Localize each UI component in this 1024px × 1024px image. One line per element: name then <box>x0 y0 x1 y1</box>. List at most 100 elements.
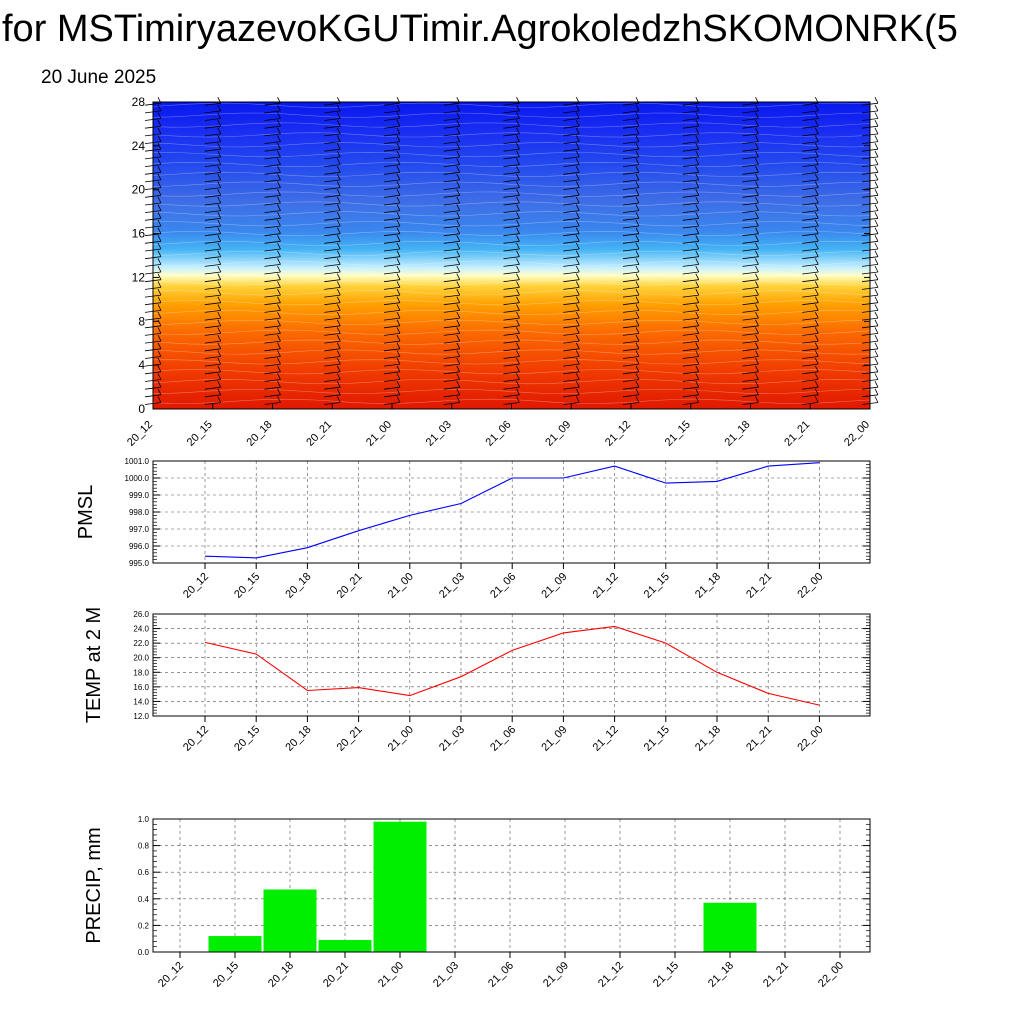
wind-barb <box>563 258 580 267</box>
wind-barb <box>563 166 580 175</box>
contour-line <box>152 112 871 118</box>
wind-barb <box>563 304 580 313</box>
wind-barb <box>622 388 640 398</box>
wind-barb <box>204 265 222 275</box>
wind-barb <box>443 242 461 252</box>
wind-barb <box>443 342 461 352</box>
wind-barb <box>503 265 520 275</box>
wind-barb <box>682 227 700 237</box>
wind-barb <box>264 357 281 367</box>
wind-barb <box>264 112 281 121</box>
wind-barb <box>622 265 640 275</box>
wind-barb <box>802 173 819 183</box>
x-tick-label: 21_03 <box>431 960 461 990</box>
wind-barb <box>324 120 341 129</box>
wind-barb <box>503 112 520 121</box>
wind-barb <box>264 227 281 237</box>
x-tick-label: 21_18 <box>706 960 736 990</box>
wind-barb <box>742 235 759 244</box>
contour-line <box>152 122 871 128</box>
wind-barb <box>682 373 700 382</box>
wind-barb <box>443 288 461 298</box>
wind-barb <box>802 181 819 190</box>
wind-barb <box>563 196 580 206</box>
wind-barb <box>742 296 759 306</box>
wind-barb <box>503 204 520 213</box>
wind-barb <box>802 112 819 121</box>
y-tick-label: 0.6 <box>138 868 150 877</box>
contour-line <box>152 339 871 345</box>
wind-barb <box>204 357 222 367</box>
x-tick-label: 21_15 <box>651 960 681 990</box>
wind-barb <box>383 212 401 221</box>
wind-barb <box>742 319 759 329</box>
x-tick-label: 21_00 <box>364 419 394 449</box>
wind-barb <box>443 304 461 313</box>
wind-barb <box>682 235 700 244</box>
wind-barb <box>204 288 222 298</box>
wind-barb <box>802 388 819 398</box>
wind-barb <box>503 357 520 367</box>
wind-barb <box>563 265 580 275</box>
wind-barb <box>622 150 640 160</box>
wind-barb <box>383 381 401 390</box>
wind-barb <box>264 250 281 260</box>
wind-barb <box>324 381 341 390</box>
wind-barb <box>443 166 461 175</box>
wind-barb <box>563 381 580 390</box>
precip-panel: 0.0 0.2 0.4 0.6 0.8 1.0 20_12 20_15 20_18 20_21 21… <box>83 815 871 990</box>
x-tick-label: 21_21 <box>761 960 791 990</box>
wind-barb <box>383 258 401 267</box>
wind-barb <box>622 127 640 137</box>
wind-barb <box>622 212 640 221</box>
wind-barb <box>204 212 222 221</box>
precip-bar <box>318 940 372 952</box>
contour-line <box>152 201 871 207</box>
x-tick-label: 21_12 <box>591 724 621 754</box>
wind-barb <box>383 250 401 260</box>
wind-barb <box>503 127 520 137</box>
wind-barb <box>383 112 401 121</box>
wind-barb <box>443 143 461 152</box>
wind-barb <box>742 350 759 359</box>
wind-barb <box>324 242 341 252</box>
wind-barb <box>443 311 461 321</box>
wind-barb <box>742 311 759 321</box>
wind-barb <box>802 219 819 229</box>
x-tick-label: 21_09 <box>541 960 571 990</box>
y-axis-title: PRECIP, mm <box>83 827 105 943</box>
wind-barb <box>383 150 401 160</box>
x-tick-label: 20_21 <box>335 724 365 754</box>
wind-barb <box>563 281 580 290</box>
wind-barb <box>622 196 640 206</box>
contour-line <box>152 290 871 296</box>
wind-barb <box>503 143 520 152</box>
contour-line <box>152 171 871 177</box>
wind-barb <box>622 112 640 121</box>
y-tick-label: 0 <box>138 402 145 416</box>
x-tick-label: 21_06 <box>484 419 514 449</box>
x-tick-label: 21_09 <box>539 571 569 601</box>
wind-barb <box>563 227 580 237</box>
x-tick-label: 20_18 <box>266 960 296 990</box>
wind-barb <box>443 281 461 290</box>
wind-barb <box>622 273 640 283</box>
y-tick-label: 0.4 <box>138 895 150 904</box>
x-tick-label: 21_12 <box>596 960 626 990</box>
wind-barb <box>204 189 222 198</box>
wind-barb <box>682 350 700 359</box>
x-tick-label: 21_00 <box>386 571 416 601</box>
wind-barb <box>622 219 640 229</box>
wind-barb <box>264 235 281 244</box>
wind-barb <box>443 235 461 244</box>
wind-barb <box>383 120 401 129</box>
x-tick-label: 21_15 <box>642 724 672 754</box>
wind-barb <box>204 120 222 129</box>
wind-barb <box>802 212 819 221</box>
wind-barb <box>264 212 281 221</box>
wind-barb <box>682 388 700 398</box>
y-tick-label: 18.0 <box>133 668 149 677</box>
y-tick-label: 4 <box>138 358 145 372</box>
x-tick-label: 20_12 <box>181 724 211 754</box>
x-tick-label: 22_00 <box>842 419 872 449</box>
